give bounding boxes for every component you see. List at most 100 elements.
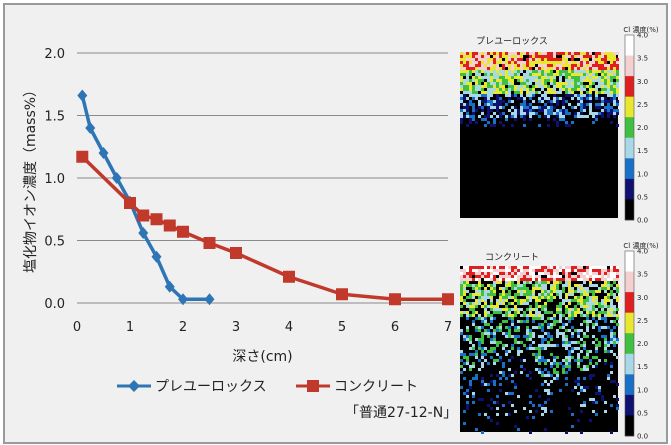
- map-cell: [532, 290, 535, 293]
- map-cell: [574, 55, 577, 58]
- map-cell: [571, 293, 574, 296]
- map-cell: [556, 91, 559, 94]
- map-cell: [523, 320, 526, 323]
- map-cell: [580, 94, 583, 97]
- map-cell: [595, 296, 598, 299]
- map-cell: [484, 52, 487, 55]
- map-cell: [616, 94, 619, 97]
- map-cell: [508, 359, 511, 362]
- map-cell: [481, 356, 484, 359]
- map-cell: [571, 356, 574, 359]
- map-cell: [592, 299, 595, 302]
- map-cell: [553, 344, 556, 347]
- map-cell: [562, 106, 565, 109]
- map-cell: [547, 275, 550, 278]
- map-cell: [460, 299, 463, 302]
- map-cell: [502, 55, 505, 58]
- map-cell: [538, 55, 541, 58]
- map-cell: [562, 118, 565, 121]
- map-cell: [523, 293, 526, 296]
- map-cell: [523, 61, 526, 64]
- map-cell: [463, 356, 466, 359]
- map-cell: [523, 124, 526, 127]
- map-cell: [517, 428, 520, 431]
- map-cell: [580, 76, 583, 79]
- map-cell: [538, 371, 541, 374]
- map-cell: [544, 79, 547, 82]
- map-cell: [583, 103, 586, 106]
- map-cell: [550, 284, 553, 287]
- map-cell: [544, 112, 547, 115]
- map-cell: [607, 52, 610, 55]
- map-cell: [616, 284, 619, 287]
- map-cell: [571, 332, 574, 335]
- map-cell: [541, 269, 544, 272]
- map-cell: [544, 359, 547, 362]
- map-cell: [520, 320, 523, 323]
- map-cell: [595, 338, 598, 341]
- map-cell: [547, 91, 550, 94]
- map-cell: [559, 302, 562, 305]
- colorbar-swatch: [625, 353, 634, 375]
- map-cell: [520, 371, 523, 374]
- map-cell: [544, 272, 547, 275]
- map-cell: [484, 91, 487, 94]
- map-cell: [571, 64, 574, 67]
- map-cell: [532, 272, 535, 275]
- map-cell: [502, 73, 505, 76]
- map-cell: [604, 58, 607, 61]
- map-cell: [607, 103, 610, 106]
- map-cell: [460, 85, 463, 88]
- map-cell: [610, 431, 613, 434]
- map-cell: [475, 284, 478, 287]
- map-cell: [526, 314, 529, 317]
- map-cell: [538, 106, 541, 109]
- map-cell: [595, 344, 598, 347]
- map-cell: [586, 293, 589, 296]
- map-cell: [538, 82, 541, 85]
- map-cell: [466, 401, 469, 404]
- map-cell: [571, 299, 574, 302]
- map-cell: [526, 335, 529, 338]
- map-cell: [580, 64, 583, 67]
- map-cell: [598, 76, 601, 79]
- map-cell: [601, 97, 604, 100]
- map-cell: [514, 296, 517, 299]
- map-cell: [466, 266, 469, 269]
- map-cell: [481, 380, 484, 383]
- map-cell: [484, 115, 487, 118]
- map-cell: [505, 266, 508, 269]
- map-cell: [466, 55, 469, 58]
- map-cell: [604, 281, 607, 284]
- map-cell: [535, 359, 538, 362]
- map-cell: [526, 109, 529, 112]
- map-cell: [502, 79, 505, 82]
- map-cell: [598, 97, 601, 100]
- map-cell: [580, 290, 583, 293]
- map-cell: [547, 326, 550, 329]
- map-cell: [568, 76, 571, 79]
- map-cell: [466, 70, 469, 73]
- map-cell: [517, 302, 520, 305]
- map-cell: [589, 398, 592, 401]
- map-cell: [613, 326, 616, 329]
- map-cell: [472, 293, 475, 296]
- map-cell: [517, 79, 520, 82]
- map-cell: [517, 299, 520, 302]
- map-cell: [466, 85, 469, 88]
- map-cell: [568, 88, 571, 91]
- map-cell: [466, 302, 469, 305]
- colorbar-swatch: [625, 76, 634, 97]
- map-cell: [469, 275, 472, 278]
- map-cell: [526, 374, 529, 377]
- map-cell: [469, 380, 472, 383]
- colorbar-swatch: [625, 292, 634, 313]
- map-cell: [499, 266, 502, 269]
- map-cell: [610, 338, 613, 341]
- map-cell: [562, 344, 565, 347]
- map-cell: [529, 112, 532, 115]
- map-cell: [544, 293, 547, 296]
- map-cell: [586, 290, 589, 293]
- map-cell: [556, 377, 559, 380]
- map-cell: [577, 275, 580, 278]
